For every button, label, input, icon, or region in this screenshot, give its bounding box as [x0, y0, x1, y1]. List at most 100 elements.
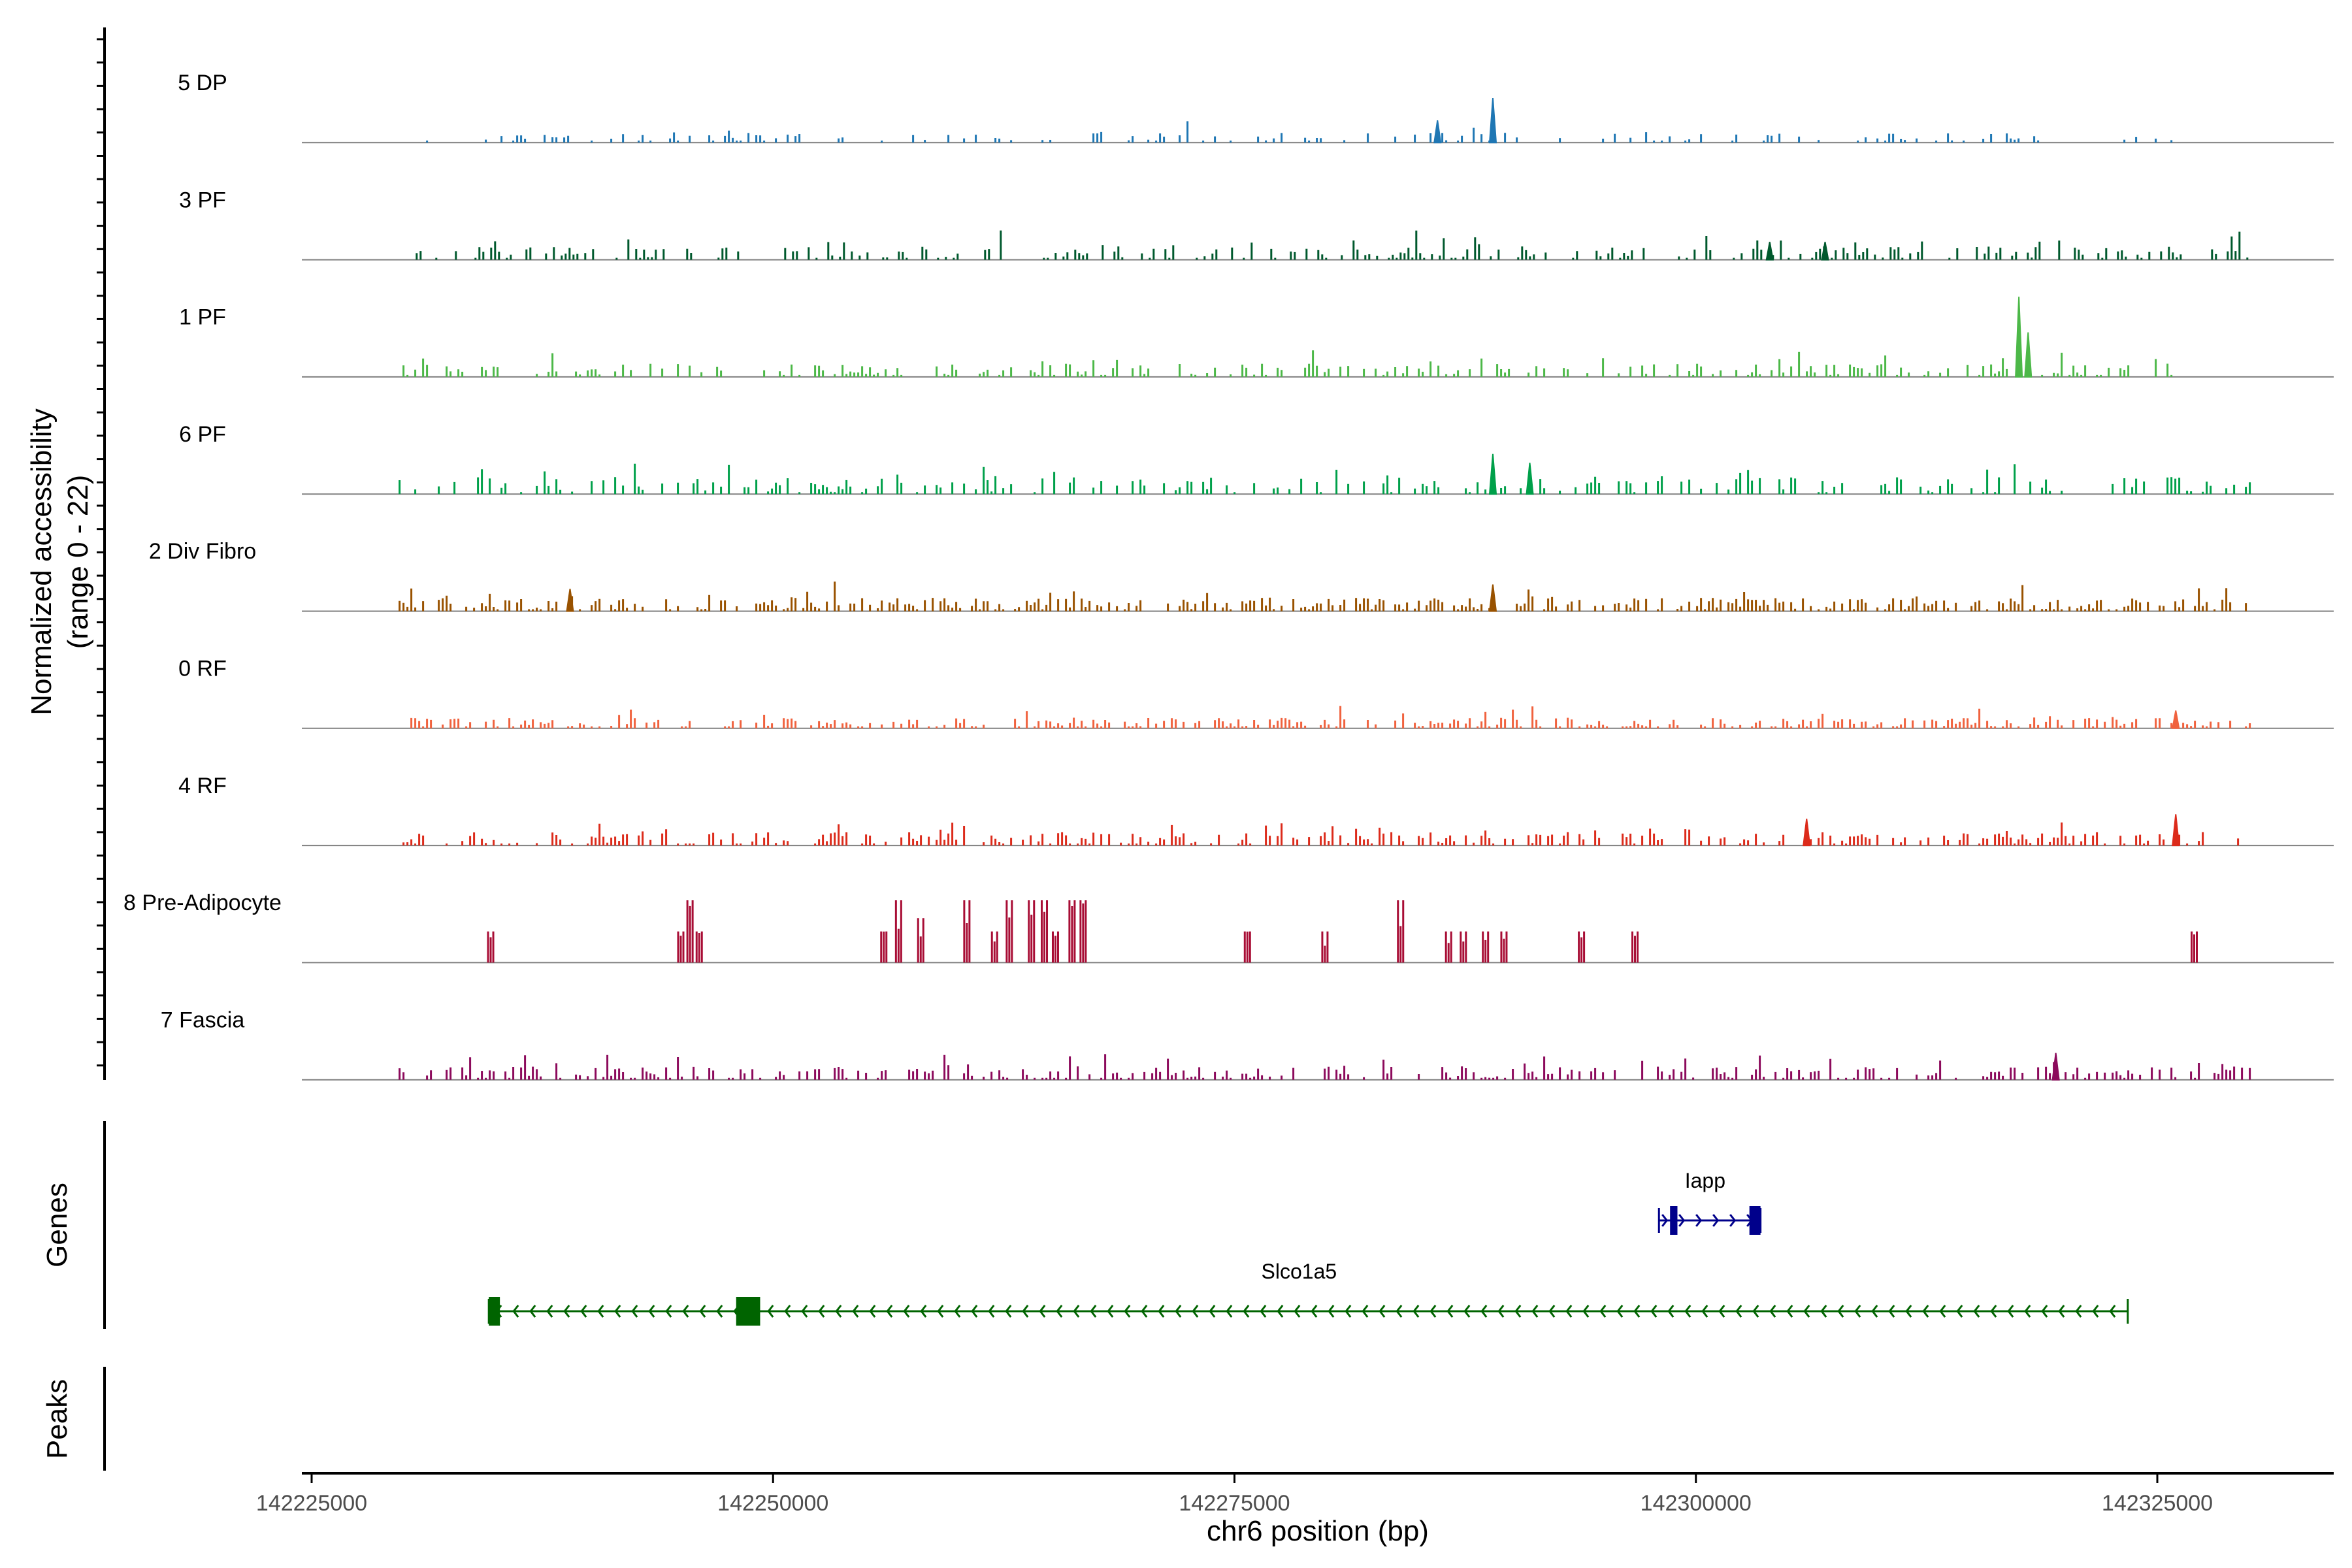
strand-chevron	[1565, 1305, 1573, 1318]
strand-chevron	[784, 1305, 791, 1318]
strand-chevron	[563, 1305, 570, 1318]
y-minor-ticks	[97, 38, 105, 1067]
signal-bars-2-div-fibro	[399, 581, 2247, 612]
strand-chevron	[1650, 1305, 1658, 1318]
strand-chevron	[1022, 1305, 1029, 1318]
strand-chevron	[1277, 1305, 1284, 1318]
strand-chevron	[1345, 1305, 1352, 1318]
strand-chevron	[886, 1305, 893, 1318]
strand-chevron	[1073, 1305, 1080, 1318]
strand-chevron	[1446, 1305, 1454, 1318]
strand-chevron	[1633, 1305, 1641, 1318]
strand-chevron	[699, 1305, 706, 1318]
strand-chevron	[1039, 1305, 1046, 1318]
strand-chevron	[2058, 1305, 2065, 1318]
strand-chevron	[1701, 1305, 1708, 1318]
strand-chevron	[682, 1305, 689, 1318]
track-labels: 5 DP 3 PF 1 PF 6 PF 2 Div Fibro 0 RF 4 RF 8 Pre…	[123, 71, 282, 1032]
strand-chevron	[716, 1305, 723, 1318]
strand-chevron	[1684, 1305, 1691, 1318]
strand-chevron	[1695, 1214, 1703, 1227]
signal-peak	[1488, 584, 1497, 612]
strand-chevron	[1854, 1305, 1861, 1318]
strand-chevron	[631, 1305, 638, 1318]
strand-chevron	[1752, 1305, 1759, 1318]
strand-chevron	[1599, 1305, 1607, 1318]
strand-chevron	[2041, 1305, 2048, 1318]
strand-chevron	[1803, 1305, 1810, 1318]
signal-peak	[1488, 98, 1497, 144]
signal-peak	[1488, 453, 1497, 495]
strand-chevron	[1243, 1305, 1250, 1318]
strand-chevron	[1141, 1305, 1148, 1318]
strand-chevron	[1514, 1305, 1522, 1318]
signal-peak	[2172, 710, 2180, 729]
strand-chevron	[1429, 1305, 1437, 1318]
strand-chevron	[1124, 1305, 1131, 1318]
strand-chevron	[1396, 1305, 1403, 1318]
signal-peak	[1433, 120, 1442, 144]
genes-panel-label: Genes	[41, 1183, 73, 1267]
strand-chevron	[852, 1305, 859, 1318]
strand-chevron	[1786, 1305, 1793, 1318]
track-label-2-div-fibro: 2 Div Fibro	[149, 539, 256, 564]
strand-chevron	[1769, 1305, 1776, 1318]
exon	[489, 1297, 500, 1326]
strand-chevron	[1531, 1305, 1539, 1318]
strand-chevron	[665, 1305, 672, 1318]
peaks-panel-label: Peaks	[41, 1379, 73, 1459]
gene-label-iapp: Iapp	[1685, 1169, 1725, 1192]
track-4-rf	[302, 814, 2334, 847]
track-label-4-rf: 4 RF	[178, 774, 227, 798]
track-5-dp	[302, 98, 2334, 144]
strand-chevron	[1175, 1305, 1182, 1318]
strand-chevron	[1905, 1305, 1912, 1318]
signal-bars-5-dp	[426, 121, 2173, 143]
strand-chevron	[1209, 1305, 1216, 1318]
x-tick-label: 142250000	[717, 1491, 828, 1516]
strand-chevron	[1990, 1305, 1997, 1318]
signal-peak	[2024, 332, 2033, 378]
signal-peak	[566, 589, 574, 612]
strand-chevron	[1973, 1305, 1980, 1318]
exon	[1749, 1206, 1761, 1235]
strand-chevron	[869, 1305, 876, 1318]
strand-chevron	[1616, 1305, 1624, 1318]
gene-annotations: Iapp Slco1a5	[487, 1169, 2129, 1326]
strand-chevron	[1158, 1305, 1165, 1318]
track-8-pre-adipocyte	[302, 900, 2334, 964]
strand-chevron	[1005, 1305, 1012, 1318]
x-tick-label: 142325000	[2102, 1491, 2213, 1516]
track-label-3-pf: 3 PF	[179, 188, 226, 212]
x-axis-label: chr6 position (bp)	[1207, 1515, 1429, 1547]
strand-chevron	[546, 1305, 553, 1318]
strand-chevron	[1735, 1305, 1742, 1318]
strand-chevron	[2007, 1305, 2014, 1318]
strand-chevron	[835, 1305, 842, 1318]
strand-chevron	[1729, 1214, 1737, 1227]
track-label-7-fascia: 7 Fascia	[161, 1007, 245, 1032]
x-tick-label: 142275000	[1179, 1491, 1290, 1516]
x-tick-label: 142300000	[1641, 1491, 1752, 1516]
strand-chevron	[1107, 1305, 1114, 1318]
strand-chevron	[920, 1305, 927, 1318]
strand-chevron	[2109, 1305, 2116, 1318]
exon	[736, 1297, 760, 1326]
y-axis-label-line2: (range 0 - 22)	[62, 475, 94, 649]
strand-chevron	[1480, 1305, 1488, 1318]
strand-chevron	[1090, 1305, 1097, 1318]
coverage-tracks	[302, 98, 2334, 1081]
track-6-pf	[302, 453, 2334, 495]
strand-chevron	[2075, 1305, 2082, 1318]
x-axis-ticks: 142225000 142250000 142275000 142300000 1423…	[256, 1473, 2213, 1516]
strand-chevron	[1548, 1305, 1556, 1318]
strand-chevron	[614, 1305, 621, 1318]
y-axis-label-line1: Normalized accessibility	[25, 408, 57, 715]
strand-chevron	[648, 1305, 655, 1318]
strand-chevron	[1362, 1305, 1369, 1318]
strand-chevron	[529, 1305, 536, 1318]
strand-chevron	[1712, 1214, 1720, 1227]
strand-chevron	[1379, 1305, 1386, 1318]
strand-chevron	[597, 1305, 604, 1318]
gene-slco1a5: Slco1a5	[487, 1260, 2129, 1326]
